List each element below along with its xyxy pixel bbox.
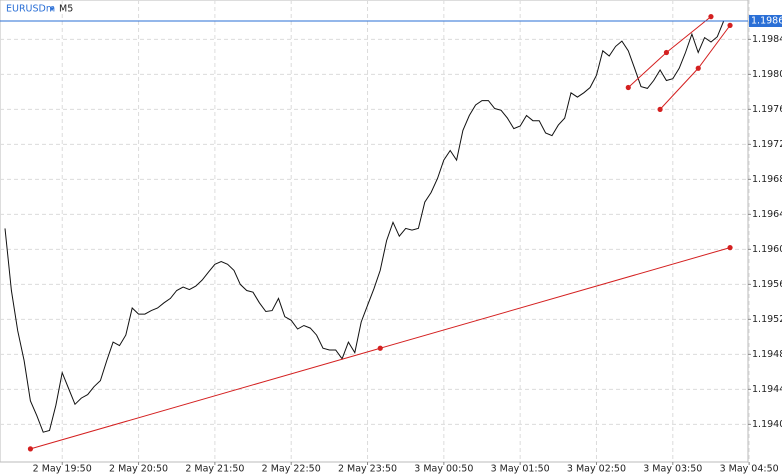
y-tick-label: 1.19520 [752,314,782,325]
x-tick-label: 2 May 21:50 [185,464,244,475]
y-tick-label: 1.19400 [752,419,782,430]
price-line [4,20,725,433]
current-price-label: 1.19861 [751,16,782,27]
y-tick-label: 1.19640 [752,209,782,220]
x-tick-label: 3 May 03:50 [643,464,702,475]
x-tick-label: 3 May 02:50 [567,464,626,475]
x-tick-label: 2 May 19:50 [33,464,92,475]
trendline-anchor [27,446,34,452]
y-tick-label: 1.19760 [752,104,782,115]
y-tick-label: 1.19800 [752,69,782,80]
current-price-tag [749,15,782,27]
x-tick-label: 3 May 00:50 [414,464,473,475]
y-tick-label: 1.19440 [752,384,782,395]
x-tick-label: 2 May 22:50 [262,464,321,475]
trendline-anchor [663,49,670,56]
y-tick-label: 1.19560 [752,279,782,290]
trendline-anchor [625,84,631,91]
trendline-anchor [727,22,733,28]
y-tick-label: 1.19840 [752,34,782,45]
trendline-anchor [695,65,701,71]
y-tick-label: 1.19680 [752,174,782,185]
trendline-anchor [377,345,383,351]
dropdown-icon[interactable]: ▾ [50,5,54,14]
plot-area [0,0,749,463]
x-tick-label: 3 May 01:50 [491,464,550,475]
y-tick-label: 1.19600 [752,244,782,255]
trendline-anchor [657,106,663,112]
trendline-anchor [708,14,714,20]
x-tick-label: 3 May 04:50 [720,464,779,475]
x-tick-label: 2 May 20:50 [109,464,168,475]
trendline-anchor [727,245,733,251]
y-tick-label: 1.19480 [752,349,782,360]
symbol[interactable]: EURUSDm [6,4,55,15]
y-tick-label: 1.19720 [752,139,782,150]
timeframe: M5 [59,4,73,15]
x-tick-label: 2 May 23:50 [338,464,397,475]
